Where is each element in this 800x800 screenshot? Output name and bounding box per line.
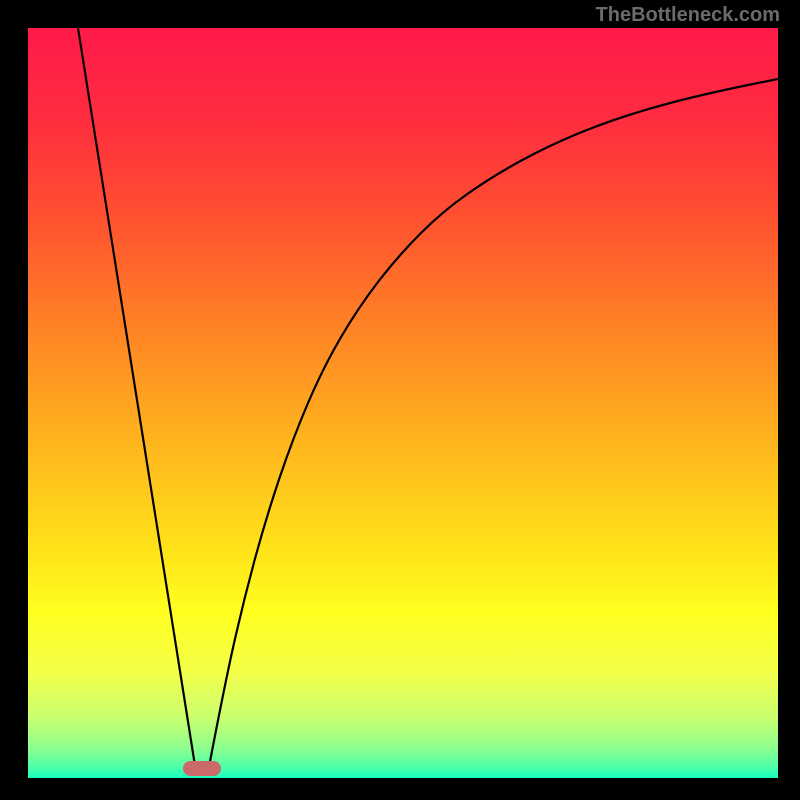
watermark-text: TheBottleneck.com <box>596 4 780 27</box>
optimal-point-marker <box>183 761 221 776</box>
chart-plot-area <box>28 28 778 778</box>
chart-curve-layer <box>28 28 778 778</box>
bottleneck-curve-left <box>78 28 196 772</box>
bottleneck-curve-right <box>208 79 778 772</box>
